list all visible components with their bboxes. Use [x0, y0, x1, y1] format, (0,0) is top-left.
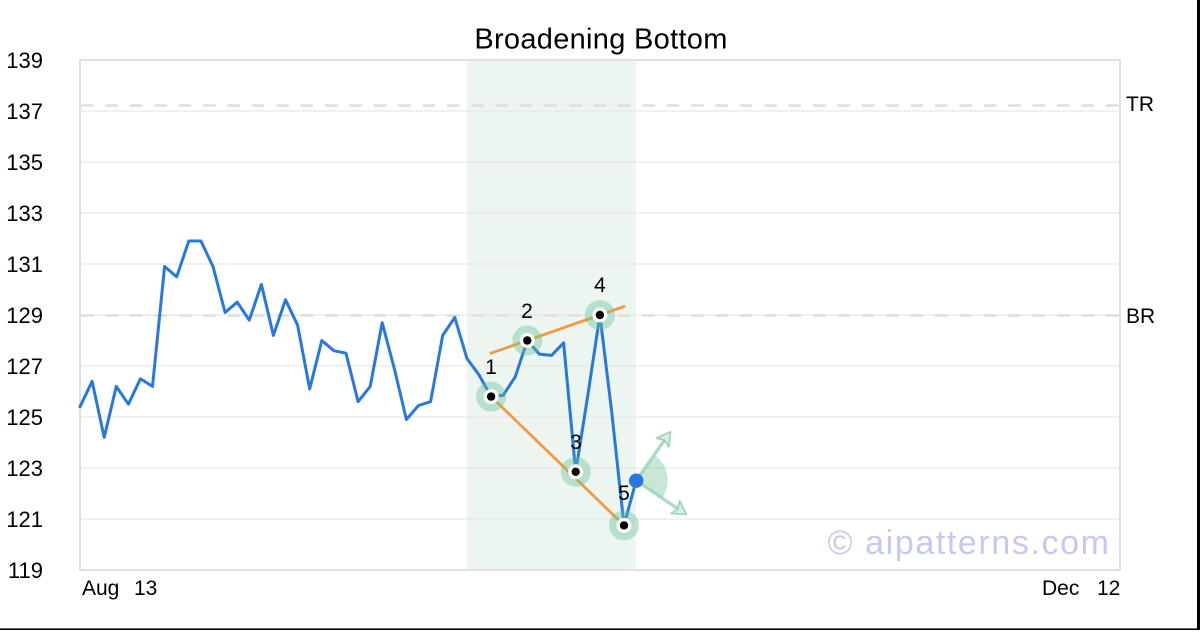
svg-text:129: 129	[6, 303, 43, 328]
svg-text:125: 125	[6, 405, 43, 430]
svg-text:Dec: Dec	[1042, 577, 1079, 600]
svg-text:Aug: Aug	[82, 577, 119, 600]
svg-text:12: 12	[1097, 577, 1120, 600]
svg-text:139: 139	[6, 48, 43, 73]
svg-text:121: 121	[6, 507, 43, 532]
svg-text:135: 135	[6, 150, 43, 175]
svg-text:4: 4	[594, 274, 606, 297]
svg-text:1: 1	[485, 356, 497, 379]
svg-text:© aipatterns.com: © aipatterns.com	[827, 524, 1110, 562]
svg-text:133: 133	[6, 201, 43, 226]
svg-text:5: 5	[618, 482, 630, 505]
svg-text:131: 131	[6, 252, 43, 277]
svg-text:123: 123	[6, 456, 43, 481]
svg-text:Broadening Bottom: Broadening Bottom	[474, 24, 727, 56]
svg-text:137: 137	[6, 99, 43, 124]
svg-text:3: 3	[570, 431, 582, 454]
svg-text:TR: TR	[1126, 93, 1154, 116]
svg-text:119: 119	[8, 558, 43, 583]
svg-text:BR: BR	[1126, 305, 1155, 328]
svg-text:2: 2	[521, 300, 533, 323]
svg-text:127: 127	[6, 354, 43, 379]
svg-text:13: 13	[134, 577, 157, 600]
